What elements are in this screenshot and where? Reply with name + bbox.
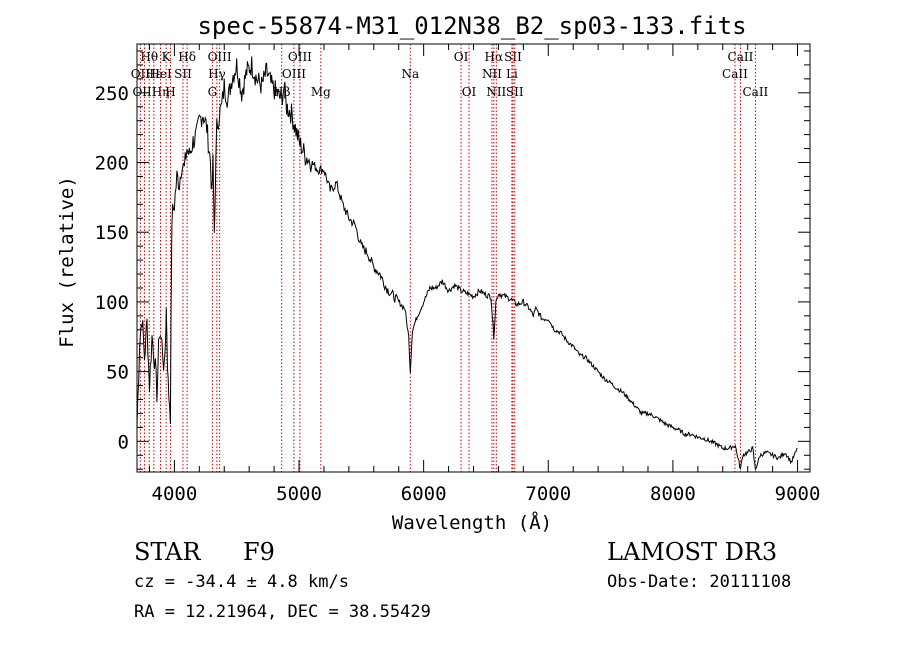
sky-coordinates: RA = 12.21964, DEC = 38.55429 [134,602,431,622]
marker-label-6: HeI [149,67,172,81]
object-class: STAR [134,538,201,566]
marker-label-11: Hγ [208,67,226,81]
survey-name: LAMOST DR3 [607,538,778,566]
x-tick-label: 5000 [276,483,322,505]
y-tick-label: 100 [95,292,129,314]
redshift-velocity: cz = -34.4 ± 4.8 km/s [134,572,349,592]
y-axis-label: Flux (relative) [56,176,78,348]
marker-label-14: OIII [288,50,312,64]
marker-label-27: CaII [722,67,748,81]
marker-label-1: OII [131,67,151,81]
y-tick-label: 250 [95,83,129,105]
x-tick-label: 8000 [650,483,696,505]
marker-label-25: SII [506,85,524,99]
marker-label-12: G [208,85,218,99]
chart-title: spec-55874-M31_012N38_B2_sp03-133.fits [197,12,746,40]
object-subclass: F9 [243,538,275,566]
y-tick-label: 150 [95,222,129,244]
marker-label-22: NII [486,85,506,99]
y-tick-label: 0 [118,431,129,453]
y-tick-label: 200 [95,153,129,175]
marker-label-16: Mg [311,85,331,99]
x-tick-label: 9000 [775,483,821,505]
x-tick-label: 7000 [525,483,571,505]
observation-date: Obs-Date: 20111108 [607,572,792,592]
marker-label-21: NII [482,67,502,81]
spectrum-line [136,56,798,471]
x-axis-label: Wavelength (Å) [392,511,552,534]
marker-label-26: CaII [728,50,754,64]
marker-label-15: OIII [282,67,306,81]
marker-label-4: Hη [152,85,170,99]
marker-label-20: Hα [485,50,504,64]
marker-label-19: OI [462,85,477,99]
marker-label-23: SII [504,50,522,64]
marker-label-2: OIII [132,85,156,99]
marker-label-24: Li [506,67,518,81]
marker-label-5: K [162,50,172,64]
marker-label-3: Hε [145,67,162,81]
marker-label-10: OIII [208,50,232,64]
marker-label-8: Hδ [178,50,196,64]
marker-label-18: OI [454,50,469,64]
marker-label-7: H [165,85,175,99]
axes: 4000 5000 6000 7000 8000 9000 0 50 100 150 200 250 [95,44,821,505]
marker-label-0: Hθ [140,50,158,64]
marker-label-28: CaII [742,85,768,99]
plot-frame [136,43,811,473]
x-tick-label: 4000 [152,483,198,505]
marker-label-17: Na [401,67,419,81]
x-tick-label: 6000 [401,483,447,505]
y-tick-label: 50 [106,362,129,384]
marker-label-9: SII [174,67,192,81]
